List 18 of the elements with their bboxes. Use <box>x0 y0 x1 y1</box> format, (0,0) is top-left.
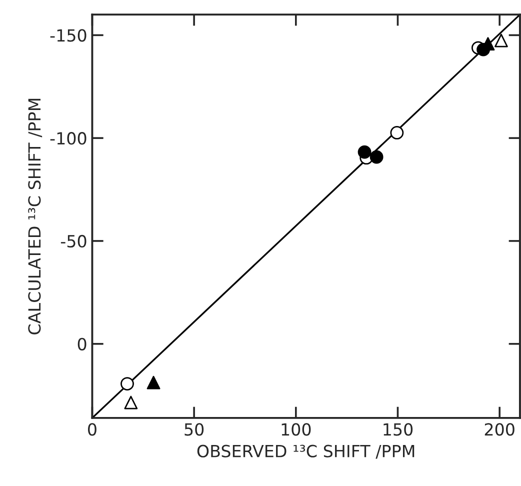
point <box>358 145 372 159</box>
point <box>370 150 384 164</box>
point <box>146 376 160 390</box>
x-tick-label: 150 <box>384 423 413 436</box>
y-tick-label: -50 <box>60 234 86 248</box>
point <box>124 396 138 410</box>
x-tick-label: 0 <box>88 423 96 436</box>
y-tick-label: 0 <box>78 338 86 350</box>
x-tick-label: 100 <box>282 423 311 436</box>
y-tick-label: -150 <box>50 29 86 42</box>
x-tick-label: 50 <box>184 423 204 436</box>
point <box>390 126 404 140</box>
x-tick-label: 200 <box>484 423 514 436</box>
point <box>120 377 134 391</box>
point <box>494 34 508 48</box>
x-axis-title: OBSERVED ¹³C SHIFT /PPM <box>197 444 414 459</box>
y-axis-title: CALCULATED ¹³C SHIFT /PPM <box>28 98 42 334</box>
y-tick-label: -100 <box>50 132 86 145</box>
